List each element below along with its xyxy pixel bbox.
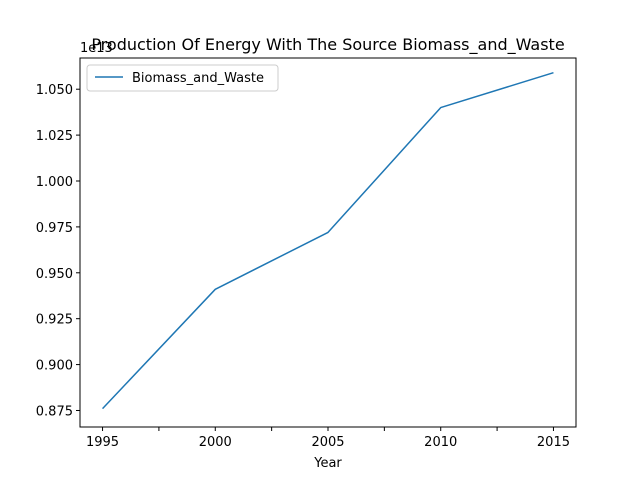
y-tick-label: 0.950 (36, 267, 73, 282)
plot-area (79, 57, 577, 428)
chart-title: Production Of Energy With The Source Bio… (91, 35, 564, 55)
x-axis: 1995 2000 2005 2010 2015 (86, 427, 570, 450)
x-tick-label: 2000 (199, 435, 232, 450)
legend-label: Biomass_and_Waste (132, 71, 264, 86)
x-tick-label: 2015 (537, 435, 570, 450)
x-tick-label: 1995 (86, 435, 119, 450)
x-tick-label: 2005 (311, 435, 344, 450)
legend: Biomass_and_Waste (86, 64, 279, 92)
x-tick-label: 2010 (424, 435, 457, 450)
series-line (102, 71, 554, 410)
y-tick-label: 1.050 (36, 83, 73, 98)
y-offset-label: 1e13 (80, 41, 113, 56)
y-tick-label: 0.875 (36, 404, 73, 419)
legend-box (86, 64, 279, 92)
x-axis-label: Year (313, 456, 342, 471)
y-tick-label: 1.000 (36, 175, 73, 190)
y-tick-label: 1.025 (36, 129, 73, 144)
series-layer (102, 71, 554, 410)
y-tick-label: 0.900 (36, 359, 73, 374)
y-axis: 0.875 0.900 0.925 0.950 0.975 1.000 1.025 1.050 (36, 83, 80, 419)
plot-frame (79, 57, 577, 428)
y-tick-label: 0.925 (36, 313, 73, 328)
y-tick-label: 0.975 (36, 221, 73, 236)
